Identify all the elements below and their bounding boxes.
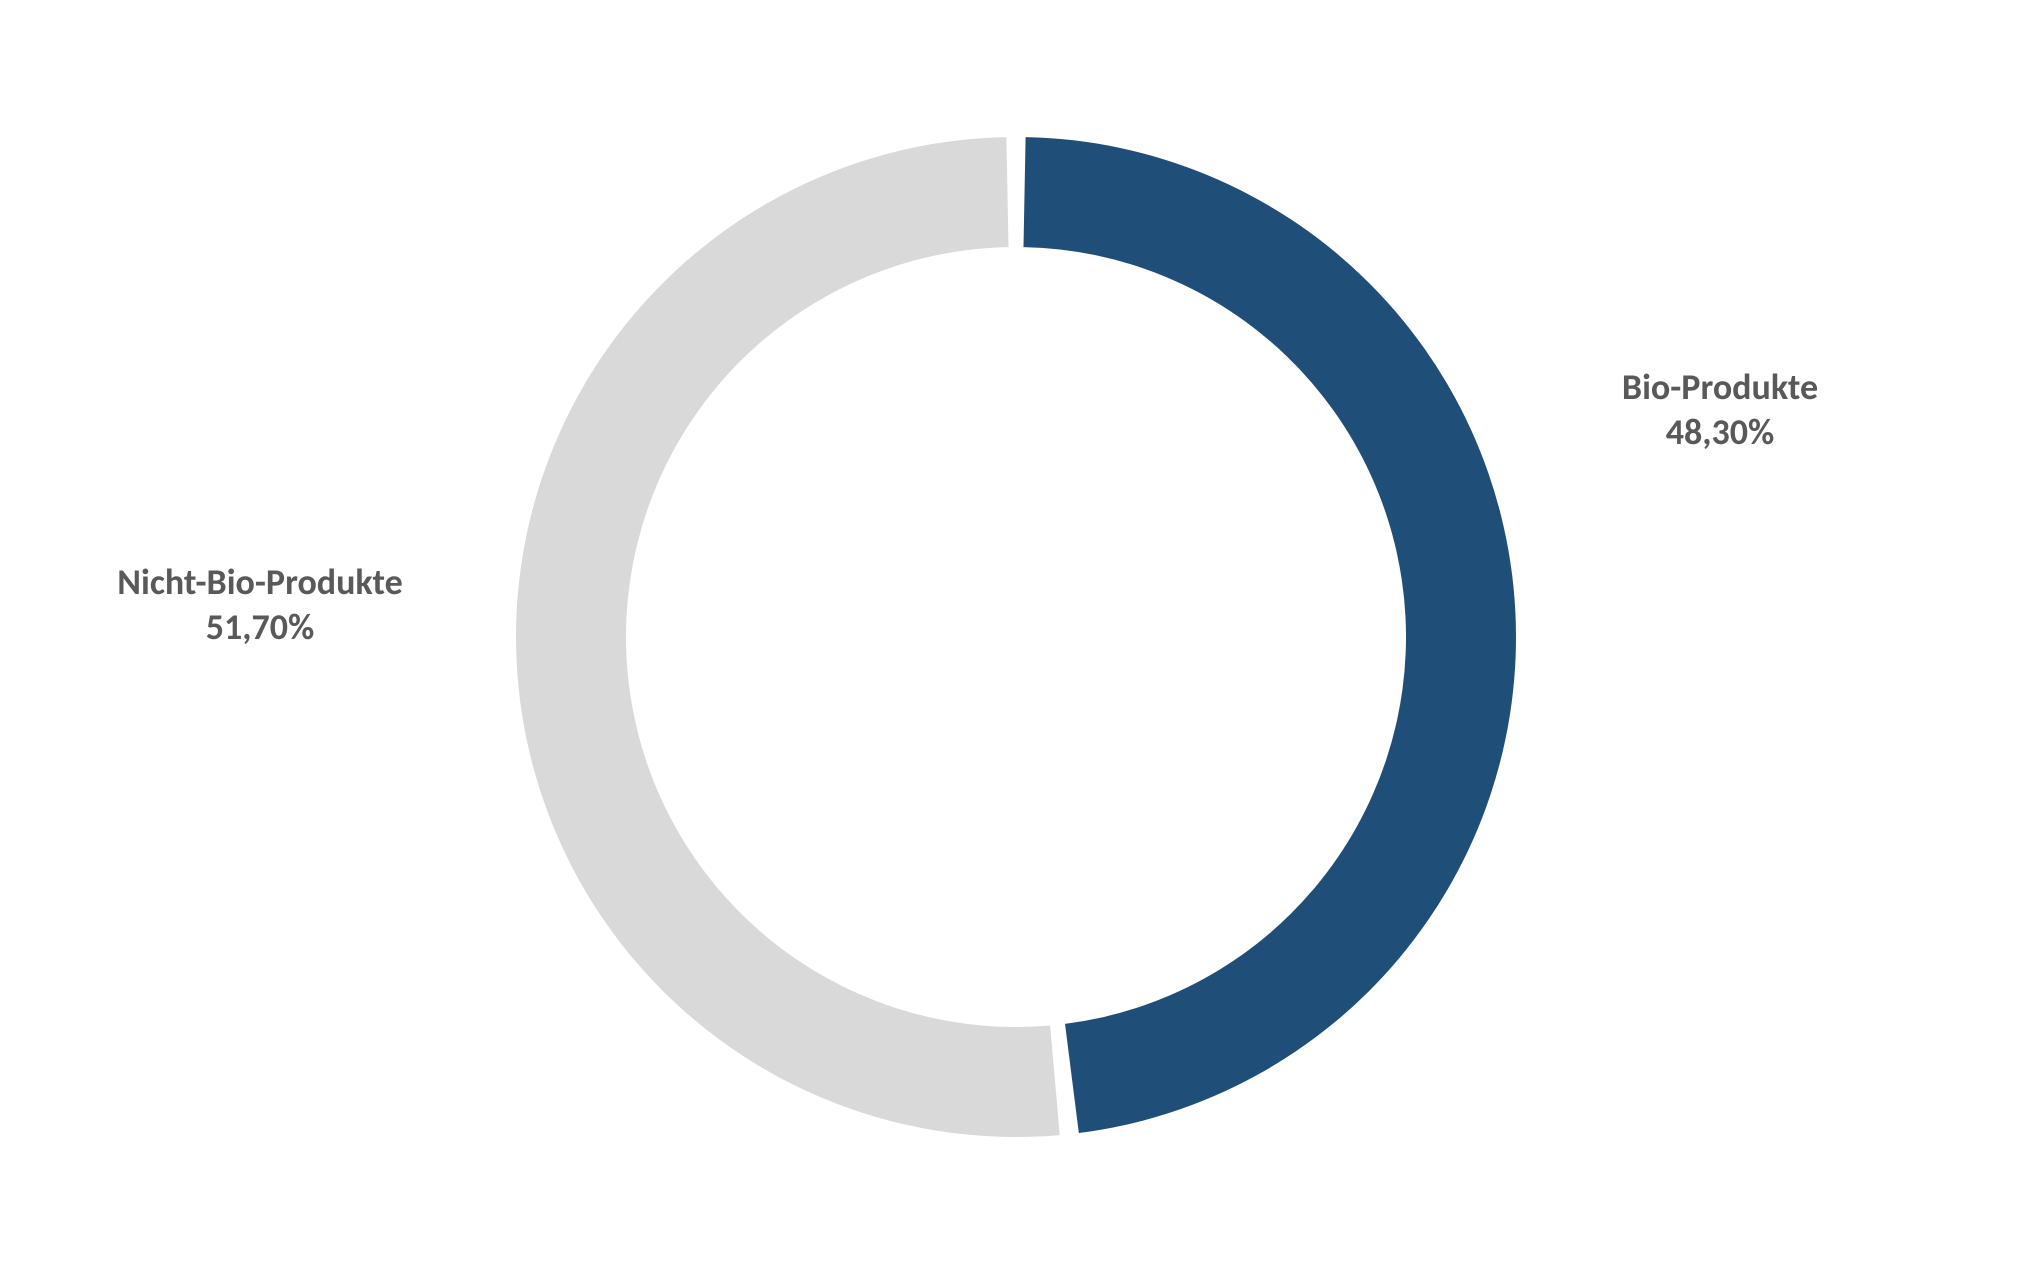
donut-chart-container: Bio-Produkte 48,30% Nicht-Bio-Produkte 5… [0, 0, 2033, 1275]
slice-label-nonbio-value: 51,70% [117, 605, 402, 650]
slice-label-bio-name: Bio-Produkte [1622, 365, 1818, 410]
slice-label-bio-value: 48,30% [1622, 410, 1818, 455]
slice-label-bio: Bio-Produkte 48,30% [1622, 365, 1818, 455]
slice-label-nonbio-name: Nicht-Bio-Produkte [117, 560, 402, 605]
donut-slice-bio [1023, 137, 1516, 1133]
donut-slice-nonbio [516, 137, 1060, 1137]
slice-label-nonbio: Nicht-Bio-Produkte 51,70% [117, 560, 402, 650]
